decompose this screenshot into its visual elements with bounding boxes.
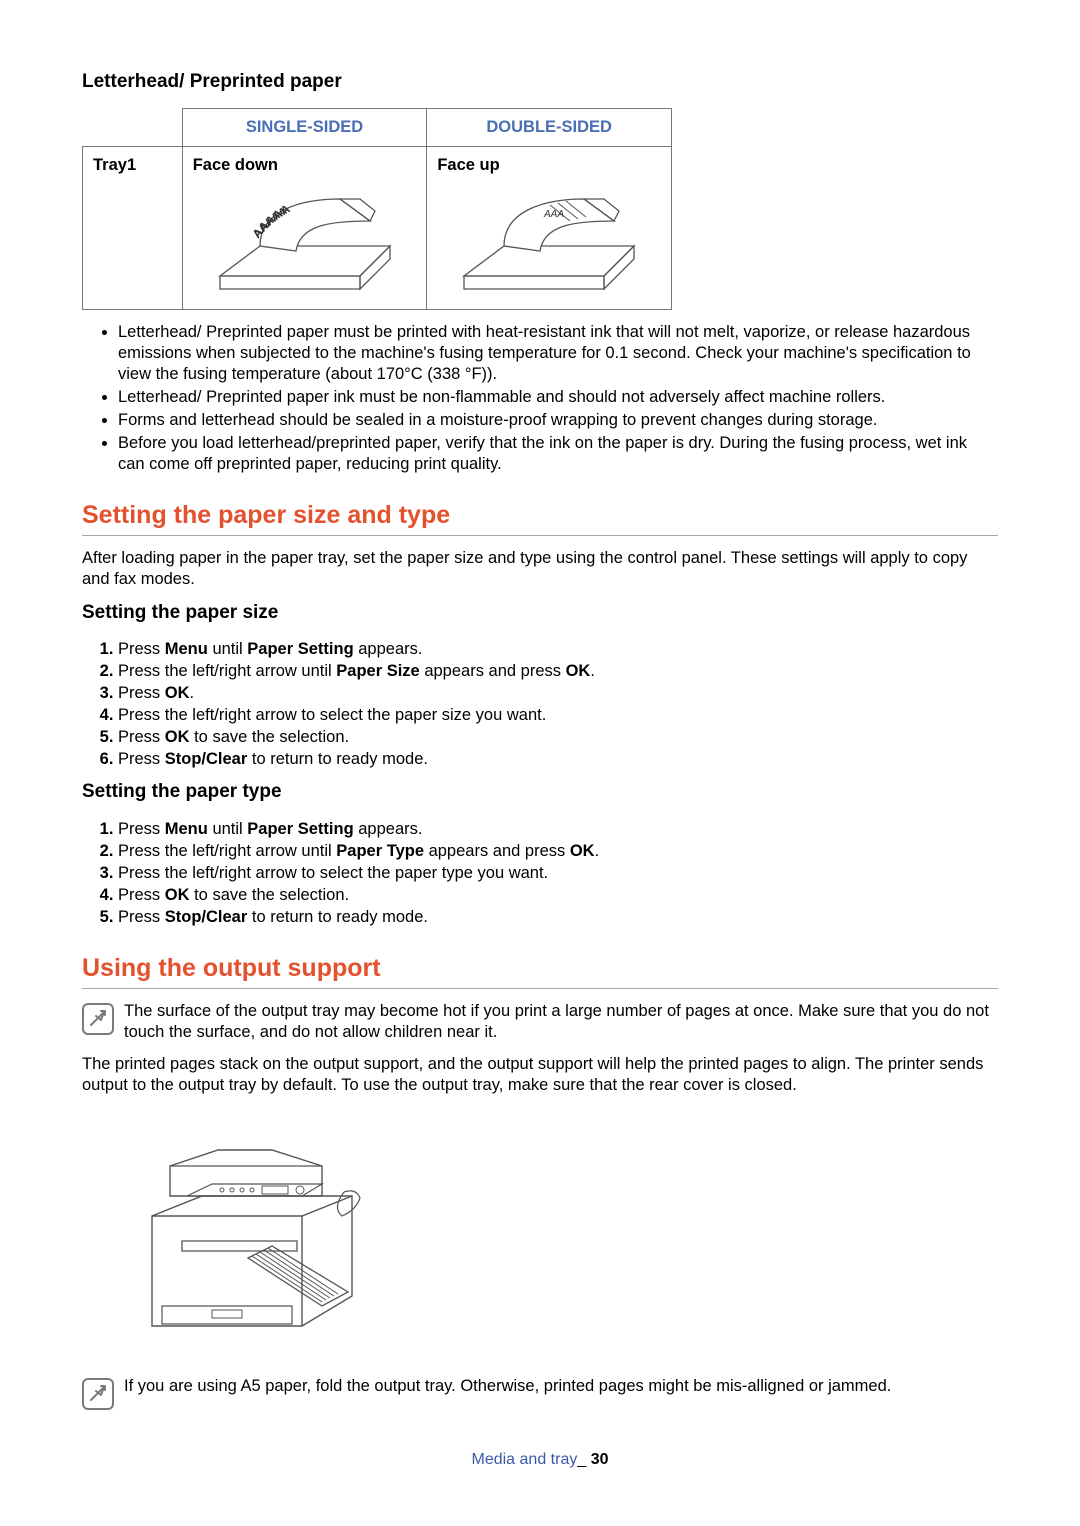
note-a5: If you are using A5 paper, fold the outp… [82, 1376, 998, 1410]
size-steps: Press Menu until Paper Setting appears. … [82, 639, 998, 771]
note-icon [82, 1003, 114, 1035]
paper-size-type-intro: After loading paper in the paper tray, s… [82, 548, 998, 590]
tray-facedown-illustration: AAAAA AAAAA [200, 181, 410, 301]
type-heading: Setting the paper type [82, 780, 998, 804]
note-text: If you are using A5 paper, fold the outp… [124, 1376, 891, 1397]
note-hot-surface: The surface of the output tray may becom… [82, 1001, 998, 1043]
bullet-text: Letterhead/ Preprinted paper must be pri… [118, 323, 971, 383]
bullet-text: Before you load letterhead/preprinted pa… [118, 434, 967, 473]
tray-faceup-illustration: AAA [444, 181, 654, 301]
letterhead-table: SINGLE-SIDED DOUBLE-SIDED Tray1 Face dow… [82, 108, 672, 309]
output-para: The printed pages stack on the output su… [82, 1054, 998, 1096]
svg-text:AAA: AAA [543, 209, 564, 220]
tray1-label: Tray1 [83, 147, 183, 309]
letterhead-bullets: Letterhead/ Preprinted paper must be pri… [82, 322, 998, 476]
paper-size-type-heading: Setting the paper size and type [82, 499, 998, 536]
col-double-sided: DOUBLE-SIDED [427, 109, 672, 147]
footer-page-number: 30 [591, 1451, 609, 1468]
bullet-text: Letterhead/ Preprinted paper ink must be… [118, 388, 885, 406]
page-footer: Media and tray_ 30 [82, 1450, 998, 1470]
printer-illustration [122, 1106, 382, 1366]
size-heading: Setting the paper size [82, 601, 998, 625]
bullet-text: Forms and letterhead should be sealed in… [118, 411, 877, 429]
face-up-label: Face up [437, 155, 661, 176]
face-down-label: Face down [193, 155, 417, 176]
note-icon [82, 1378, 114, 1410]
footer-section: Media and tray [472, 1451, 578, 1468]
col-single-sided: SINGLE-SIDED [182, 109, 427, 147]
letterhead-heading: Letterhead/ Preprinted paper [82, 70, 998, 94]
type-steps: Press Menu until Paper Setting appears. … [82, 819, 998, 929]
output-heading: Using the output support [82, 952, 998, 989]
note-text: The surface of the output tray may becom… [124, 1001, 998, 1043]
